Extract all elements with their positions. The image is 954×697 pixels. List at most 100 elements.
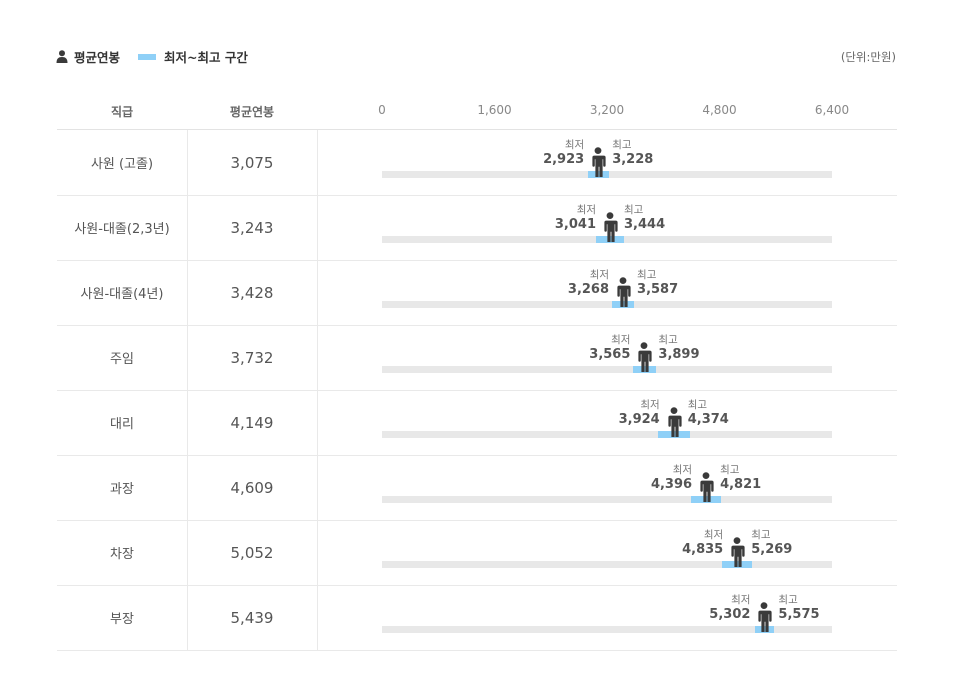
rank-cell: 주임 [57,325,188,390]
max-caption: 최고 [624,204,644,216]
range-track [382,301,832,308]
min-caption: 최저 [731,594,751,606]
min-caption: 최저 [589,269,610,281]
min-label: 최저 2,923 [543,139,584,168]
avg-marker-person-icon [755,602,773,634]
range-track [382,561,832,568]
axis-tick: 6,400 [814,103,850,117]
min-caption: 최저 [703,529,724,541]
min-value: 3,565 [589,347,631,362]
legend: 평균연봉 최저~최고 구간 [56,47,266,66]
avg-salary-cell: 3,428 [187,260,318,325]
range-track [382,496,832,503]
legend-avg: 평균연봉 [56,47,120,66]
axis-tick: 1,600 [477,103,512,117]
rank-cell: 사원 (고졸) [57,130,188,195]
range-track [382,626,832,633]
table-row: 부장 5,439 최저 5,302 최고 5,575 [57,585,897,651]
avg-marker-person-icon [697,472,715,504]
person-icon [56,50,68,63]
min-label: 최저 3,268 [568,269,609,298]
max-value: 4,374 [687,412,729,427]
table-row: 사원-대졸(2,3년) 3,243 최저 3,041 최고 3,444 [57,195,897,261]
table-row: 차장 5,052 최저 4,835 최고 5,269 [57,520,897,586]
rank-cell: 대리 [57,390,188,455]
avg-salary-cell: 3,243 [187,195,318,260]
min-caption: 최저 [564,139,585,151]
max-value: 3,228 [612,152,654,167]
min-value: 3,924 [618,412,660,427]
unit-label: (단위:만원) [840,50,896,64]
min-value: 3,041 [554,217,597,232]
avg-marker-person-icon [728,537,746,569]
min-value: 4,835 [682,542,724,557]
avg-salary-cell: 5,439 [187,585,318,650]
max-label: 최고 3,228 [612,139,653,168]
avg-salary-cell: 3,075 [187,130,318,195]
min-label: 최저 5,302 [709,594,750,623]
min-caption: 최저 [640,399,660,411]
max-caption: 최고 [637,269,657,281]
max-label: 최고 4,821 [720,464,761,493]
legend-range: 최저~최고 구간 [138,47,248,66]
table-row: 사원-대졸(4년) 3,428 최저 3,268 최고 3,587 [57,260,897,326]
column-header-rank: 직급 [110,105,134,119]
avg-marker-person-icon [665,407,683,439]
table-row: 사원 (고졸) 3,075 최저 2,923 최고 3,228 [57,130,897,196]
max-value: 5,269 [751,542,793,557]
max-value: 4,821 [720,477,762,492]
max-value: 3,587 [637,282,679,297]
legend-avg-label: 평균연봉 [74,50,121,65]
min-value: 3,268 [567,282,610,297]
axis-tick: 3,200 [589,103,625,117]
min-label: 최저 3,924 [619,399,660,428]
max-caption: 최고 [687,399,708,411]
table-row: 과장 4,609 최저 4,396 최고 4,821 [57,455,897,521]
max-caption: 최고 [612,139,632,151]
max-caption: 최고 [751,529,771,541]
max-label: 최고 3,444 [624,204,665,233]
max-label: 최고 3,899 [658,334,699,363]
rank-cell: 차장 [57,520,188,585]
max-value: 3,899 [658,347,700,362]
min-label: 최저 3,565 [589,334,630,363]
table-row: 주임 3,732 최저 3,565 최고 3,899 [57,325,897,391]
rank-cell: 사원-대졸(2,3년) [57,195,188,260]
min-value: 4,396 [650,477,693,492]
min-value: 5,302 [709,607,751,622]
max-label: 최고 5,575 [778,594,819,623]
avg-salary-cell: 4,149 [187,390,318,455]
min-caption: 최저 [672,464,693,476]
avg-marker-person-icon [589,147,607,179]
table-row: 대리 4,149 최저 3,924 최고 4,374 [57,390,897,456]
max-label: 최고 3,587 [637,269,678,298]
avg-marker-person-icon [635,342,653,374]
min-label: 최저 3,041 [555,204,596,233]
min-label: 최저 4,396 [651,464,692,493]
avg-marker-person-icon [601,212,619,244]
min-caption: 최저 [576,204,597,216]
min-value: 2,923 [543,152,585,167]
max-value: 3,444 [624,217,666,232]
rank-cell: 부장 [57,585,188,650]
range-swatch [138,53,157,60]
max-caption: 최고 [658,334,678,346]
avg-marker-person-icon [614,277,632,309]
max-label: 최고 5,269 [751,529,792,558]
max-label: 최고 4,374 [688,399,729,428]
range-track [382,366,832,373]
rank-cell: 과장 [57,455,188,520]
axis-tick: 0 [378,103,386,117]
axis-tick: 4,800 [702,103,737,117]
avg-salary-cell: 3,732 [187,325,318,390]
max-value: 5,575 [778,607,820,622]
min-label: 최저 4,835 [682,529,723,558]
range-track [382,431,832,438]
max-caption: 최고 [778,594,798,606]
avg-salary-cell: 5,052 [187,520,318,585]
rank-cell: 사원-대졸(4년) [57,260,188,325]
avg-salary-cell: 4,609 [187,455,318,520]
min-caption: 최저 [611,334,631,346]
table-header: 직급 평균연봉 0 1,600 3,200 4,800 6,400 [57,96,897,130]
column-header-avg: 평균연봉 [229,105,275,119]
